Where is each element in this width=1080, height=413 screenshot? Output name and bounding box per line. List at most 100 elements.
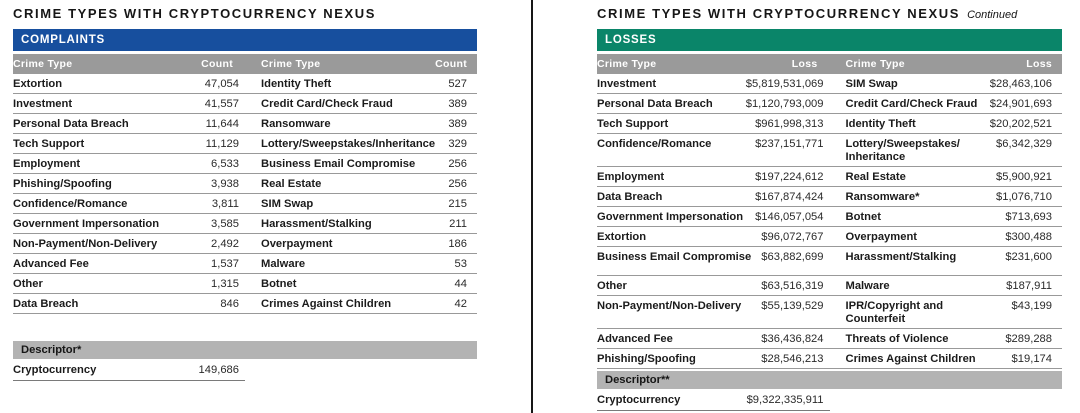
row-pair: Tech Support 11,129 [13,138,245,153]
losses-panel: CRIME TYPES WITH CRYPTOCURRENCY NEXUS Con… [597,0,1062,411]
row-pair: Confidence/Romance 3,811 [13,198,245,213]
crime-type-cell: Lottery/Sweepstakes/Inheritance [261,138,436,150]
section-label: COMPLAINTS [21,34,106,46]
losses-section-header: LOSSES [597,29,1062,51]
row-pair: Confidence/Romance $237,151,771 [597,138,830,166]
page-title-right: CRIME TYPES WITH CRYPTOCURRENCY NEXUS Con… [597,6,1062,22]
loss-cell: $55,139,529 [761,300,824,312]
descriptor-row: Cryptocurrency 149,686 [13,359,477,381]
row-pair: Phishing/Spoofing $28,546,213 [597,353,830,368]
loss-cell: $19,174 [1011,353,1052,365]
section-label: LOSSES [605,34,657,46]
row-pair: Malware $187,911 [830,280,1063,295]
crime-type-cell: SIM Swap [845,78,898,90]
column-header-pair: Crime Type Loss [830,58,1063,74]
crime-type-cell: Overpayment [845,231,918,243]
column-header-count: Count [435,58,467,70]
column-header-crime-type: Crime Type [845,58,905,70]
row-pair: Crimes Against Children $19,174 [830,353,1063,368]
row-pair: SIM Swap $28,463,106 [830,78,1063,93]
row-pair: Real Estate $5,900,921 [830,171,1063,186]
page-title-text: CRIME TYPES WITH CRYPTOCURRENCY NEXUS [597,6,961,21]
table-row: Data Breach $167,874,424 Ransomware* $1,076… [597,187,1062,207]
count-cell: 11,644 [205,118,239,130]
row-pair: IPR/Copyright and Counterfeit $43,199 [830,300,1063,328]
table-row: Other 1,315 Botnet 44 [13,274,477,294]
crime-type-cell: Phishing/Spoofing [13,178,112,190]
crime-type-cell: Cryptocurrency [597,394,681,406]
crime-type-cell: Confidence/Romance [597,138,712,150]
crime-type-cell: Crimes Against Children [261,298,392,310]
crime-type-cell: Credit Card/Check Fraud [845,98,978,110]
row-pair: Advanced Fee 1,537 [13,258,245,273]
loss-cell: $300,488 [1005,231,1052,243]
table-row: Advanced Fee $36,436,824 Threats of Violen… [597,329,1062,349]
crime-type-cell: Threats of Violence [845,333,949,345]
row-pair: Other $63,516,319 [597,280,830,295]
table-row: Personal Data Breach 11,644 Ransomware 389 [13,114,477,134]
row-pair: Government Impersonation 3,585 [13,218,245,233]
table-row: Employment $197,224,612 Real Estate $5,900,… [597,167,1062,187]
loss-cell: $5,819,531,069 [745,78,824,90]
crime-type-cell: Data Breach [13,298,79,310]
complaints-panel: CRIME TYPES WITH CRYPTOCURRENCY NEXUS CO… [13,0,477,381]
crime-type-cell: Botnet [845,211,881,223]
table-row: Business Email Compromise $63,882,699 Hara… [597,247,1062,276]
row-pair: Personal Data Breach $1,120,793,009 [597,98,830,113]
row-pair: Botnet 44 [245,278,477,293]
table-row: Investment 41,557 Credit Card/Check Fraud 3… [13,94,477,114]
crime-type-cell: Cryptocurrency [13,364,97,376]
descriptor-row: Cryptocurrency $9,322,335,911 [597,389,1062,411]
loss-cell: $1,120,793,009 [745,98,824,110]
row-pair: Real Estate 256 [245,178,477,193]
column-header-pair: Crime Type Count [13,58,245,74]
row-pair: Cryptocurrency $9,322,335,911 [597,389,830,411]
column-header-crime-type: Crime Type [261,58,321,70]
crime-type-cell: Tech Support [13,138,85,150]
crime-type-cell: Confidence/Romance [13,198,128,210]
page-title-left: CRIME TYPES WITH CRYPTOCURRENCY NEXUS [13,6,477,22]
crime-type-cell: Other [13,278,43,290]
row-pair: Overpayment 186 [245,238,477,253]
row-pair: SIM Swap 215 [245,198,477,213]
row-pair: Cryptocurrency 149,686 [13,359,245,381]
crime-type-cell: Employment [597,171,665,183]
row-pair: Harassment/Stalking $231,600 [830,251,1063,275]
crime-type-cell: Botnet [261,278,297,290]
crime-type-cell: Business Email Compromise [597,251,752,263]
loss-cell: $237,151,771 [755,138,824,150]
loss-cell: $63,882,699 [761,251,824,263]
row-pair: Investment $5,819,531,069 [597,78,830,93]
crime-type-cell: Government Impersonation [13,218,160,230]
crime-type-cell: Advanced Fee [597,333,673,345]
table-row: Advanced Fee 1,537 Malware 53 [13,254,477,274]
crime-type-cell: Malware [845,280,890,292]
loss-cell: $36,436,824 [761,333,824,345]
page-title-text: CRIME TYPES WITH CRYPTOCURRENCY NEXUS [13,6,377,21]
loss-cell: $231,600 [1005,251,1052,263]
table-row: Government Impersonation 3,585 Harassment/… [13,214,477,234]
loss-cell: $1,076,710 [996,191,1052,203]
row-pair: Threats of Violence $289,288 [830,333,1063,348]
row-pair: Business Email Compromise 256 [245,158,477,173]
crime-type-cell: Non-Payment/Non-Delivery [13,238,158,250]
table-row: Extortion $96,072,767 Overpayment $300,488 [597,227,1062,247]
column-header-crime-type: Crime Type [597,58,657,70]
panel-divider [531,0,533,413]
row-pair: Other 1,315 [13,278,245,293]
row-pair: Employment 6,533 [13,158,245,173]
count-cell: 186 [448,238,467,250]
table-row: Tech Support 11,129 Lottery/Sweepstakes/In… [13,134,477,154]
loss-cell: $5,900,921 [996,171,1052,183]
count-cell: 1,537 [211,258,239,270]
row-pair: Lottery/Sweepstakes/ Inheritance $6,342,3… [830,138,1063,166]
table-row: Confidence/Romance $237,151,771 Lottery/Sw… [597,134,1062,167]
crime-type-cell: Ransomware [261,118,331,130]
count-cell: 211 [449,218,467,230]
row-pair: Crimes Against Children 42 [245,298,477,313]
table-row: Investment $5,819,531,069 SIM Swap $28,463,… [597,74,1062,94]
count-cell: 149,686 [198,364,239,376]
row-pair: Lottery/Sweepstakes/Inheritance 329 [245,138,477,153]
column-header-crime-type: Crime Type [13,58,73,70]
